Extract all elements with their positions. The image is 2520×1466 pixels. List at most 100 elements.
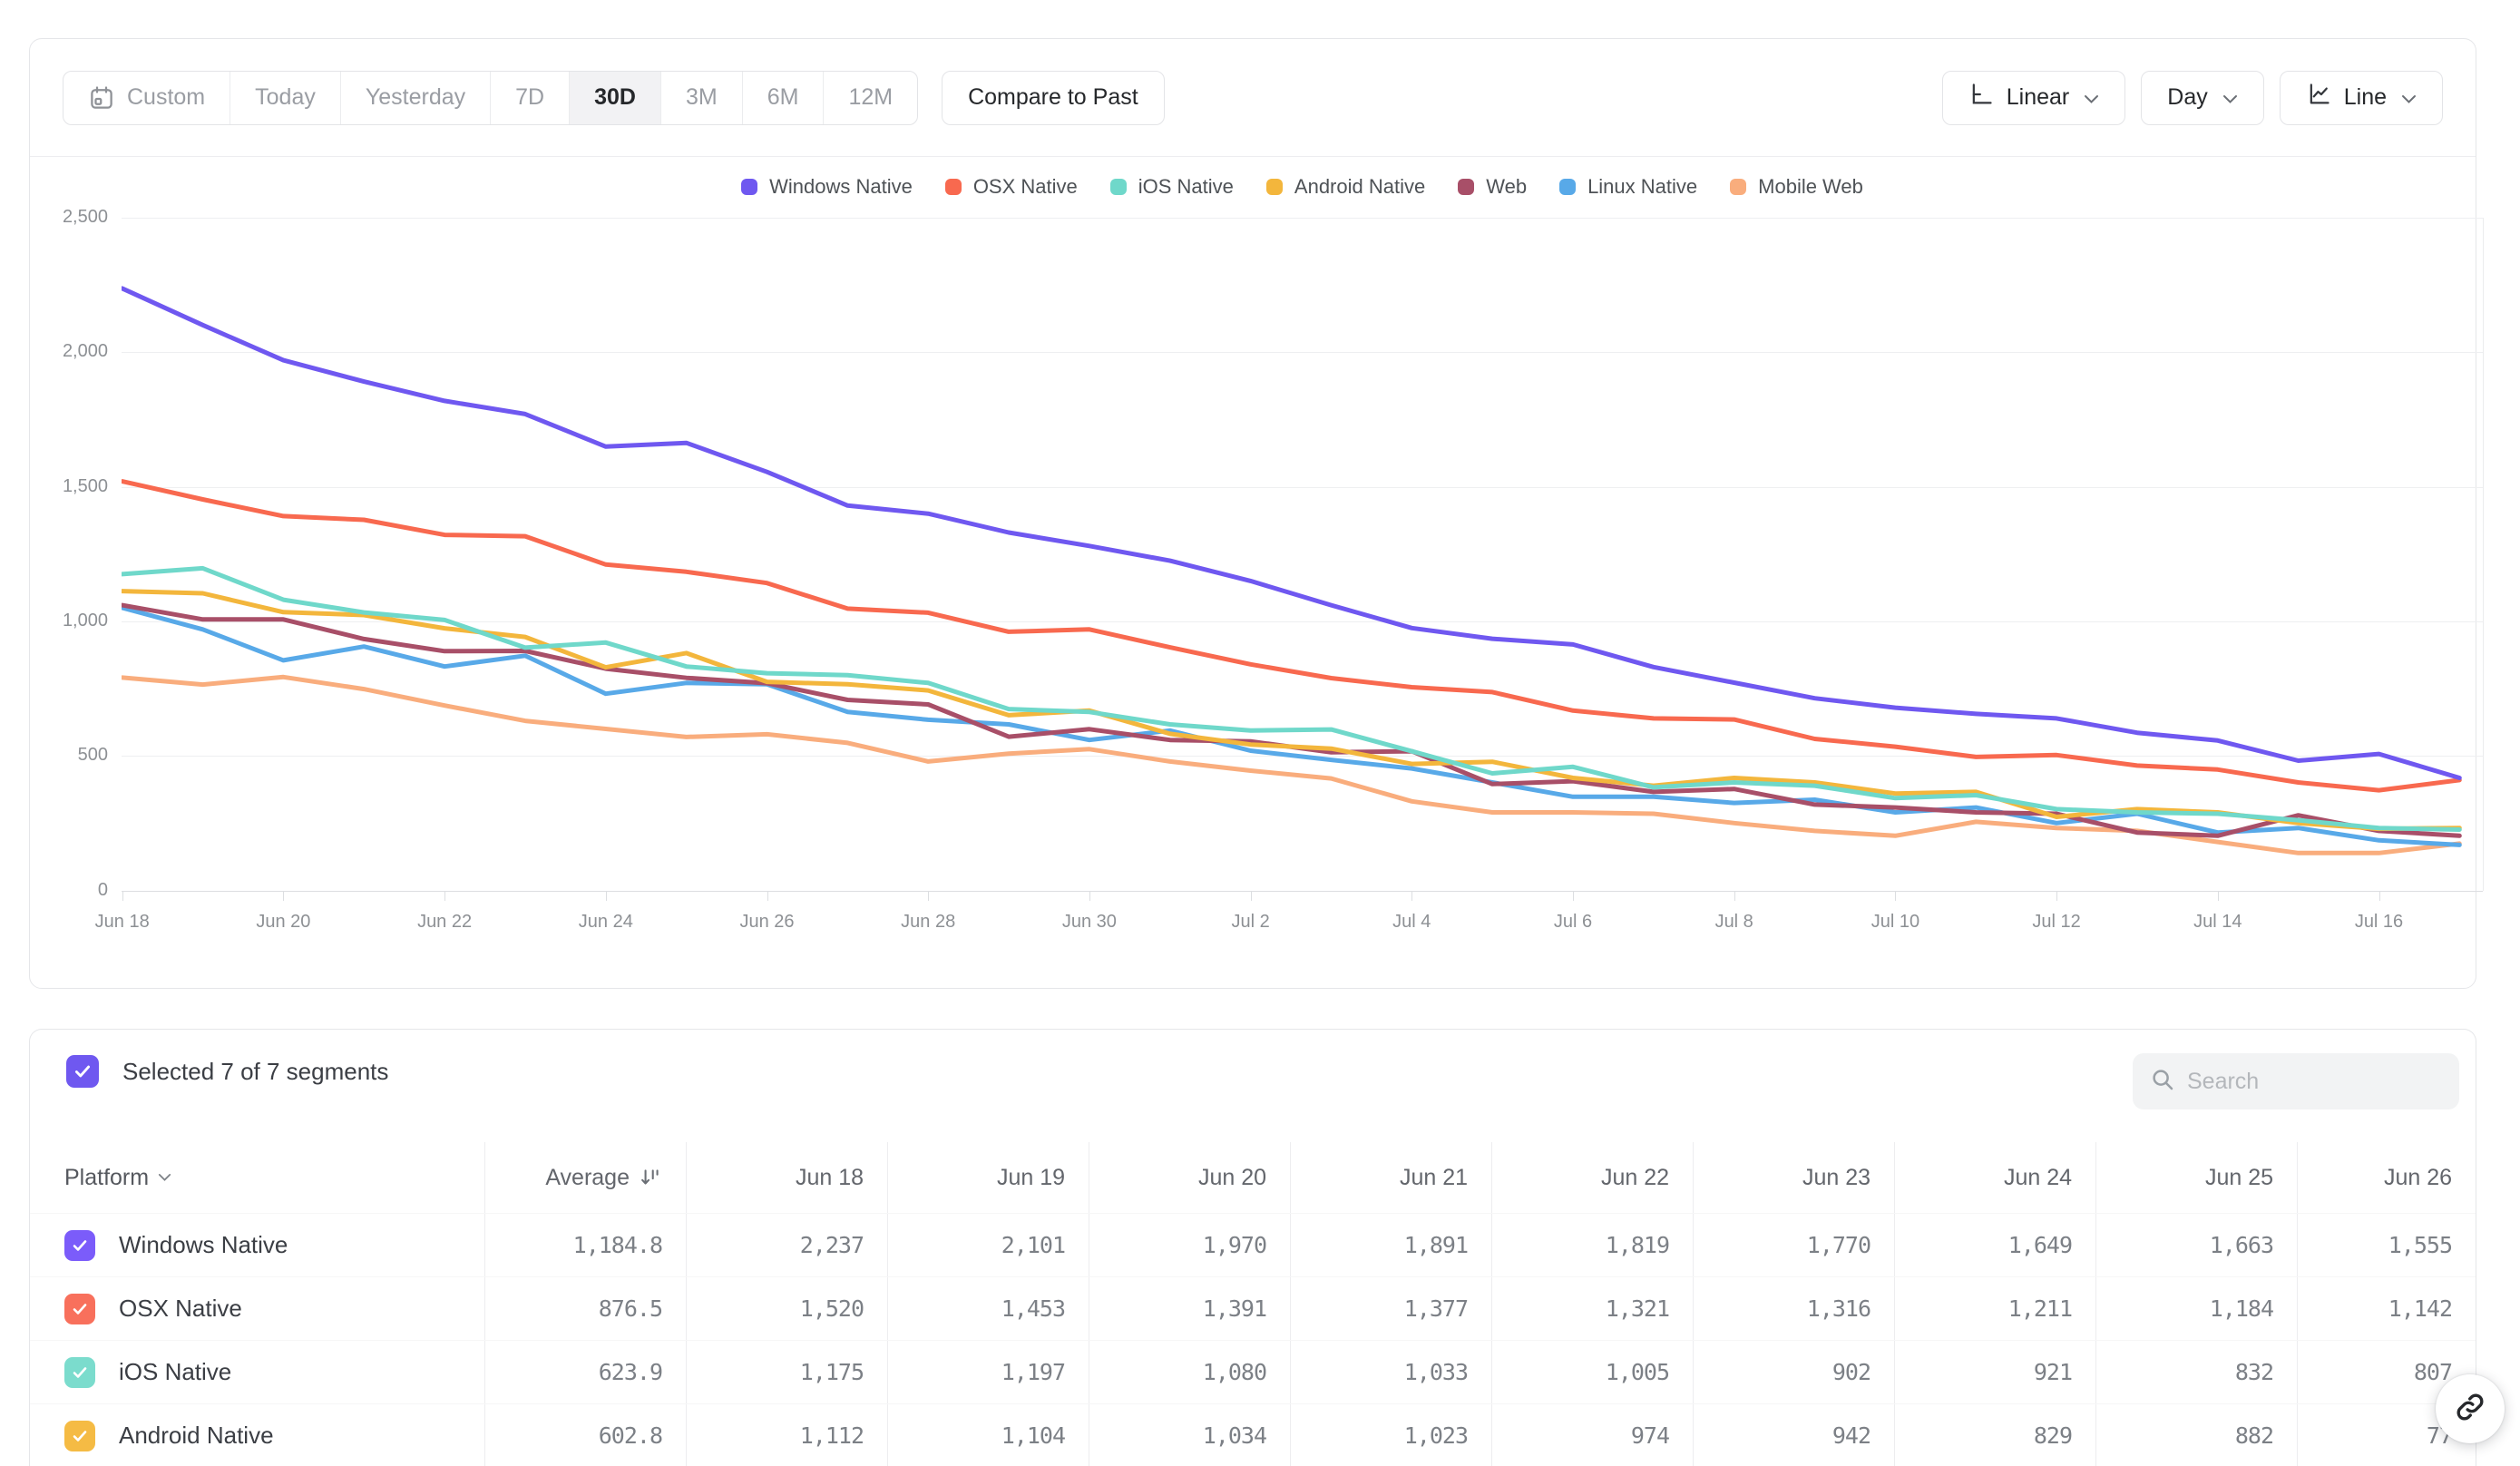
series-line-ios-native[interactable] [122,565,2462,832]
legend-item-windows-native[interactable]: Windows Native [741,175,913,199]
range-label: Custom [127,84,206,110]
column-header-label: Jun 25 [2204,1164,2273,1190]
range-button-6m[interactable]: 6M [741,71,824,124]
legend-item-android-native[interactable]: Android Native [1265,175,1425,199]
column-header-jun-22[interactable]: Jun 22 [1491,1142,1693,1213]
legend-swatch [1458,179,1475,195]
legend-item-linux-native[interactable]: Linux Native [1559,175,1697,199]
interval-select[interactable]: Day [2141,70,2264,125]
x-axis-tick-label: Jun 20 [256,912,311,932]
x-axis-line [122,890,2483,892]
row-checkbox[interactable] [64,1356,95,1388]
column-header-jun-20[interactable]: Jun 20 [1089,1142,1290,1213]
range-button-yesterday[interactable]: Yesterday [339,71,490,124]
value-cell: 1,649 [1894,1214,2095,1276]
series-line-mobile-web[interactable] [122,674,2462,855]
legend-item-osx-native[interactable]: OSX Native [944,175,1078,199]
cell-value: 1,649 [2007,1232,2073,1258]
search-input[interactable] [2187,1068,2443,1095]
cell-value: 1,663 [2209,1232,2274,1258]
chart-toolbar: Custom Today Yesterday 7D 30D 3M 6M 12M Compare… [30,39,2476,157]
range-button-custom[interactable]: Custom [63,72,230,124]
cell-value: 1,112 [799,1422,864,1449]
value-cell: 1,080 [1089,1341,1290,1403]
platform-header-label: Platform [64,1164,150,1190]
column-header-jun-19[interactable]: Jun 19 [887,1142,1089,1213]
search-box[interactable] [2133,1053,2459,1109]
legend-swatch [1559,179,1577,195]
column-header-label: Jun 26 [2383,1164,2452,1190]
value-cell: 1,891 [1290,1214,1491,1276]
legend-item-web[interactable]: Web [1458,175,1527,199]
column-header-jun-26[interactable]: Jun 26 [2297,1142,2476,1213]
cell-value: 1,377 [1403,1295,1469,1322]
column-header-jun-18[interactable]: Jun 18 [686,1142,887,1213]
platform-column-header[interactable]: Platform [30,1142,484,1213]
value-cell: 1,184.8 [484,1214,686,1276]
x-axis-tick [2217,891,2219,901]
cell-value: 1,819 [1605,1232,1670,1258]
segment-cell: iOS Native [30,1341,484,1403]
x-axis-tick [1895,891,1897,901]
cell-value: 1,555 [2388,1232,2453,1258]
value-cell: 1,520 [686,1277,887,1340]
x-axis-tick-label: Jul 6 [1553,912,1593,932]
chart-type-select[interactable]: Line [2279,70,2443,125]
value-cell: 1,770 [1693,1214,1894,1276]
series-line-osx-native[interactable] [122,479,2462,793]
column-header-label: Jun 18 [795,1164,864,1190]
y-axis-tick-label: 0 [97,879,108,900]
column-header-label: Average [545,1164,630,1190]
cell-value: 1,211 [2007,1295,2073,1322]
selected-segments-label: Selected 7 of 7 segments [122,1057,389,1085]
segment-label: OSX Native [119,1295,242,1322]
range-button-12m[interactable]: 12M [823,71,917,124]
y-axis-tick-label: 1,000 [62,610,108,630]
cell-value: 1,175 [799,1359,864,1385]
legend-item-mobile-web[interactable]: Mobile Web [1730,175,1863,199]
share-link-button[interactable] [2436,1374,2505,1443]
interval-label: Day [2167,84,2208,110]
row-checkbox[interactable] [64,1293,95,1324]
column-header-jun-23[interactable]: Jun 23 [1693,1142,1894,1213]
y-gridline [122,486,2483,488]
row-checkbox[interactable] [64,1229,95,1261]
x-axis-tick [122,891,123,901]
range-button-3m[interactable]: 3M [659,71,742,124]
value-cell: 2,101 [887,1214,1089,1276]
series-line-linux-native[interactable] [122,605,2462,847]
cell-value: 942 [1831,1422,1871,1449]
legend-label: Web [1486,175,1528,198]
range-label: 30D [594,84,636,110]
x-axis-tick-label: Jun 30 [1061,912,1117,932]
table-topbar: Selected 7 of 7 segments [30,1030,2476,1142]
series-line-android-native[interactable] [122,589,2462,832]
chart-card: Custom Today Yesterday 7D 30D 3M 6M 12M Compare… [29,38,2484,989]
cell-value: 1,520 [799,1295,864,1322]
chevron-down-icon [2084,84,2099,111]
range-button-7d[interactable]: 7D [490,71,569,124]
legend-item-ios-native[interactable]: iOS Native [1109,175,1234,199]
plot-right-border [2483,218,2484,891]
x-axis-tick [444,891,446,901]
series-line-web[interactable] [122,602,2462,838]
column-header-jun-25[interactable]: Jun 25 [2095,1142,2297,1213]
value-cell: 1,175 [686,1341,887,1403]
range-button-today[interactable]: Today [230,71,340,124]
table-header-row: Platform Average Jun 18 Jun 19 Jun 20 Jun 21 J… [30,1142,2476,1213]
chevron-down-icon [2401,84,2417,111]
value-cell: 1,316 [1693,1277,1894,1340]
value-cell: 974 [1491,1404,1693,1466]
select-all-checkbox[interactable] [66,1055,99,1088]
value-cell: 876.5 [484,1277,686,1340]
series-line-windows-native[interactable] [122,286,2462,780]
compare-to-past-button[interactable]: Compare to Past [942,70,1165,125]
range-button-30d[interactable]: 30D [569,71,660,124]
column-header-average[interactable]: Average [484,1142,686,1213]
column-header-jun-21[interactable]: Jun 21 [1290,1142,1491,1213]
row-checkbox[interactable] [64,1420,95,1451]
column-header-jun-24[interactable]: Jun 24 [1894,1142,2095,1213]
range-label: 12M [848,84,894,110]
scale-select[interactable]: Linear [1941,70,2126,125]
cell-value: 1,142 [2388,1295,2453,1322]
